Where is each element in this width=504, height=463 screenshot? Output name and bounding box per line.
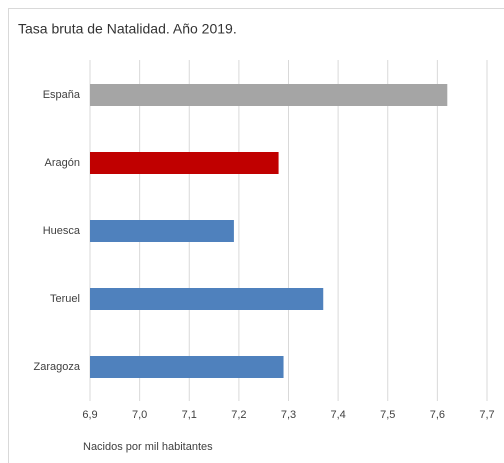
y-tick-label: Aragón [45, 157, 80, 169]
y-tick-label: Teruel [50, 293, 80, 305]
x-tick-label: 6,9 [82, 409, 97, 421]
x-tick-label: 7,7 [479, 409, 494, 421]
x-tick-label: 7,0 [132, 409, 147, 421]
x-tick-label: 7,1 [182, 409, 197, 421]
bar [90, 84, 448, 106]
x-tick-label: 7,6 [430, 409, 445, 421]
y-tick-label: España [43, 89, 81, 101]
chart-border [8, 8, 504, 463]
x-tick-label: 7,3 [281, 409, 296, 421]
bar [90, 220, 234, 242]
y-tick-label: Zaragoza [34, 361, 81, 373]
bar [90, 288, 324, 310]
bar [90, 356, 284, 378]
x-tick-label: 7,5 [380, 409, 395, 421]
x-tick-label: 7,4 [330, 409, 345, 421]
chart-title: Tasa bruta de Natalidad. Año 2019. [18, 21, 237, 37]
x-tick-label: 7,2 [231, 409, 246, 421]
x-axis-label: Nacidos por mil habitantes [83, 441, 213, 453]
y-tick-label: Huesca [43, 225, 81, 237]
bar [90, 152, 279, 174]
